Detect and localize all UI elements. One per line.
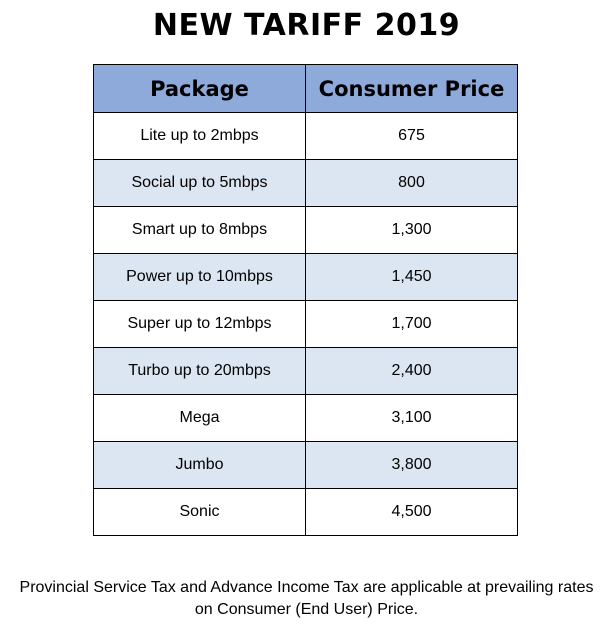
tax-note: Provincial Service Tax and Advance Incom… xyxy=(0,577,613,621)
page-title: NEW TARIFF 2019 xyxy=(152,8,461,43)
package-cell: Power up to 10mbps xyxy=(93,253,306,301)
price-cell: 3,100 xyxy=(305,394,518,442)
price-cell: 1,700 xyxy=(305,300,518,348)
price-cell: 800 xyxy=(305,159,518,207)
table-row: Smart up to 8mbps 1,300 xyxy=(93,206,518,254)
package-cell: Smart up to 8mbps xyxy=(93,206,306,254)
column-header-consumer-price: Consumer Price xyxy=(305,64,518,113)
price-cell: 3,800 xyxy=(305,441,518,489)
table-row: Super up to 12mbps 1,700 xyxy=(93,300,518,348)
table-row: Power up to 10mbps 1,450 xyxy=(93,253,518,301)
table-row: Sonic 4,500 xyxy=(93,488,518,536)
price-cell: 2,400 xyxy=(305,347,518,395)
column-header-package: Package xyxy=(93,64,306,113)
table-row: Lite up to 2mbps 675 xyxy=(93,112,518,160)
package-cell: Lite up to 2mbps xyxy=(93,112,306,160)
package-cell: Social up to 5mbps xyxy=(93,159,306,207)
table-row: Mega 3,100 xyxy=(93,394,518,442)
package-cell: Super up to 12mbps xyxy=(93,300,306,348)
table-row: Social up to 5mbps 800 xyxy=(93,159,518,207)
tariff-table: Package Consumer Price Lite up to 2mbps … xyxy=(93,64,518,536)
package-cell: Sonic xyxy=(93,488,306,536)
price-cell: 1,300 xyxy=(305,206,518,254)
table-row: Turbo up to 20mbps 2,400 xyxy=(93,347,518,395)
package-cell: Jumbo xyxy=(93,441,306,489)
tax-note-line-2: on Consumer (End User) Price. xyxy=(194,601,419,618)
tax-note-line-1: Provincial Service Tax and Advance Incom… xyxy=(19,579,594,596)
package-cell: Mega xyxy=(93,394,306,442)
price-cell: 1,450 xyxy=(305,253,518,301)
package-cell: Turbo up to 20mbps xyxy=(93,347,306,395)
table-header-row: Package Consumer Price xyxy=(93,64,518,113)
price-cell: 4,500 xyxy=(305,488,518,536)
price-cell: 675 xyxy=(305,112,518,160)
table-row: Jumbo 3,800 xyxy=(93,441,518,489)
